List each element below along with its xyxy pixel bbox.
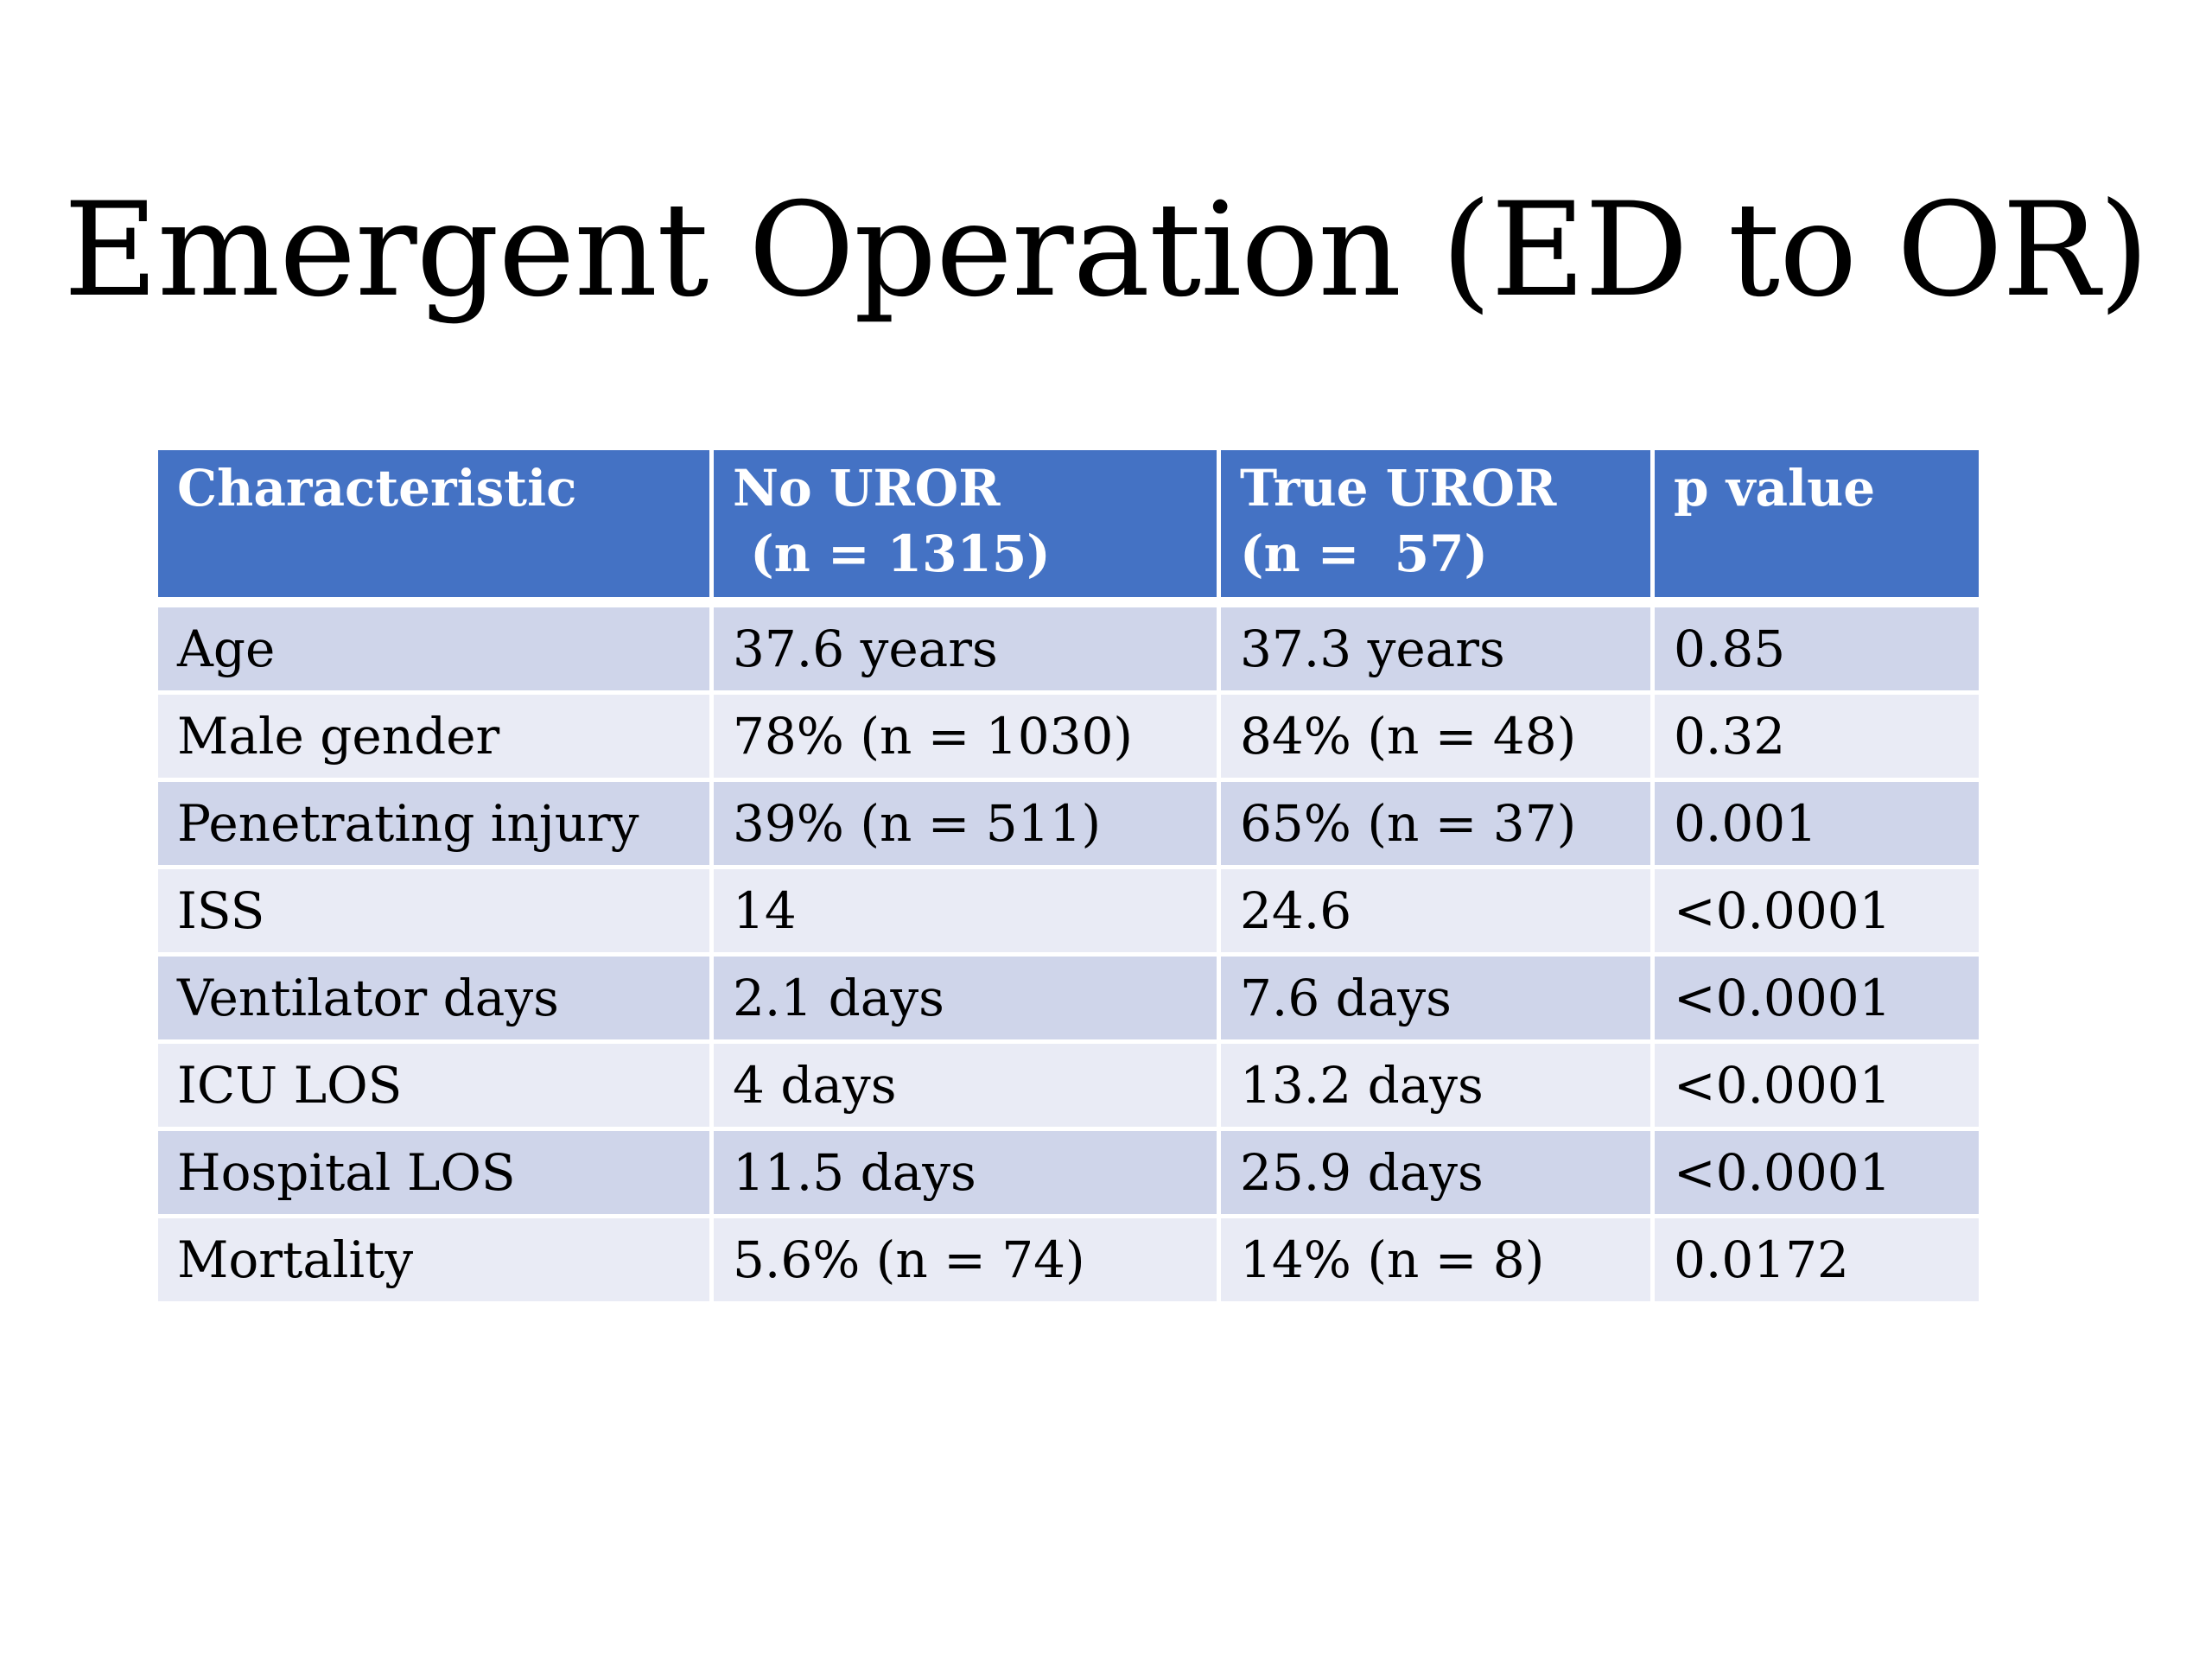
header-line2: (n = 1315) [733,524,1051,583]
cell-p-value: 0.32 [1650,690,1983,782]
table-header-row: Characteristic No UROR (n = 1315) True U… [154,446,1983,607]
table-row: Mortality 5.6% (n = 74) 14% (n = 8) 0.01… [154,1214,1983,1306]
cell-characteristic: Ventilator days [154,952,714,1044]
cell-characteristic: Hospital LOS [154,1127,714,1218]
header-characteristic: Characteristic [154,446,714,607]
table-row: Hospital LOS 11.5 days 25.9 days <0.0001 [154,1127,1983,1218]
cell-p-value: <0.0001 [1650,1039,1983,1131]
header-line1: Characteristic [177,459,577,518]
cell-true-uror: 25.9 days [1217,1127,1655,1218]
slide-title: Emergent Operation (ED to OR) [63,175,2150,326]
header-line1: p value [1674,459,1876,518]
cell-p-value: <0.0001 [1650,952,1983,1044]
cell-true-uror: 84% (n = 48) [1217,690,1655,782]
cell-characteristic: ISS [154,865,714,957]
cell-characteristic: Age [154,600,714,695]
cell-no-uror: 11.5 days [709,1127,1221,1218]
cell-true-uror: 24.6 [1217,865,1655,957]
table-row: Penetrating injury 39% (n = 511) 65% (n … [154,778,1983,869]
cell-p-value: 0.85 [1650,600,1983,695]
cell-p-value: 0.0172 [1650,1214,1983,1306]
cell-no-uror: 14 [709,865,1221,957]
cell-no-uror: 78% (n = 1030) [709,690,1221,782]
cell-true-uror: 14% (n = 8) [1217,1214,1655,1306]
cell-characteristic: Male gender [154,690,714,782]
results-table: Characteristic No UROR (n = 1315) True U… [154,446,1983,1306]
header-line2: (n = 57) [1240,524,1488,583]
cell-no-uror: 37.6 years [709,600,1221,695]
cell-true-uror: 65% (n = 37) [1217,778,1655,869]
table-row: Male gender 78% (n = 1030) 84% (n = 48) … [154,690,1983,782]
cell-characteristic: ICU LOS [154,1039,714,1131]
header-no-uror: No UROR (n = 1315) [709,446,1221,607]
table-row: Ventilator days 2.1 days 7.6 days <0.000… [154,952,1983,1044]
cell-true-uror: 37.3 years [1217,600,1655,695]
cell-characteristic: Penetrating injury [154,778,714,869]
cell-true-uror: 13.2 days [1217,1039,1655,1131]
cell-no-uror: 5.6% (n = 74) [709,1214,1221,1306]
header-p-value: p value [1650,446,1983,607]
cell-p-value: <0.0001 [1650,865,1983,957]
cell-no-uror: 4 days [709,1039,1221,1131]
table-row: ISS 14 24.6 <0.0001 [154,865,1983,957]
cell-no-uror: 39% (n = 511) [709,778,1221,869]
header-true-uror: True UROR (n = 57) [1217,446,1655,607]
header-line1: True UROR [1240,459,1557,518]
header-line1: No UROR [733,459,1001,518]
table-row: ICU LOS 4 days 13.2 days <0.0001 [154,1039,1983,1131]
cell-p-value: 0.001 [1650,778,1983,869]
cell-characteristic: Mortality [154,1214,714,1306]
cell-no-uror: 2.1 days [709,952,1221,1044]
table-row: Age 37.6 years 37.3 years 0.85 [154,600,1983,695]
cell-p-value: <0.0001 [1650,1127,1983,1218]
cell-true-uror: 7.6 days [1217,952,1655,1044]
